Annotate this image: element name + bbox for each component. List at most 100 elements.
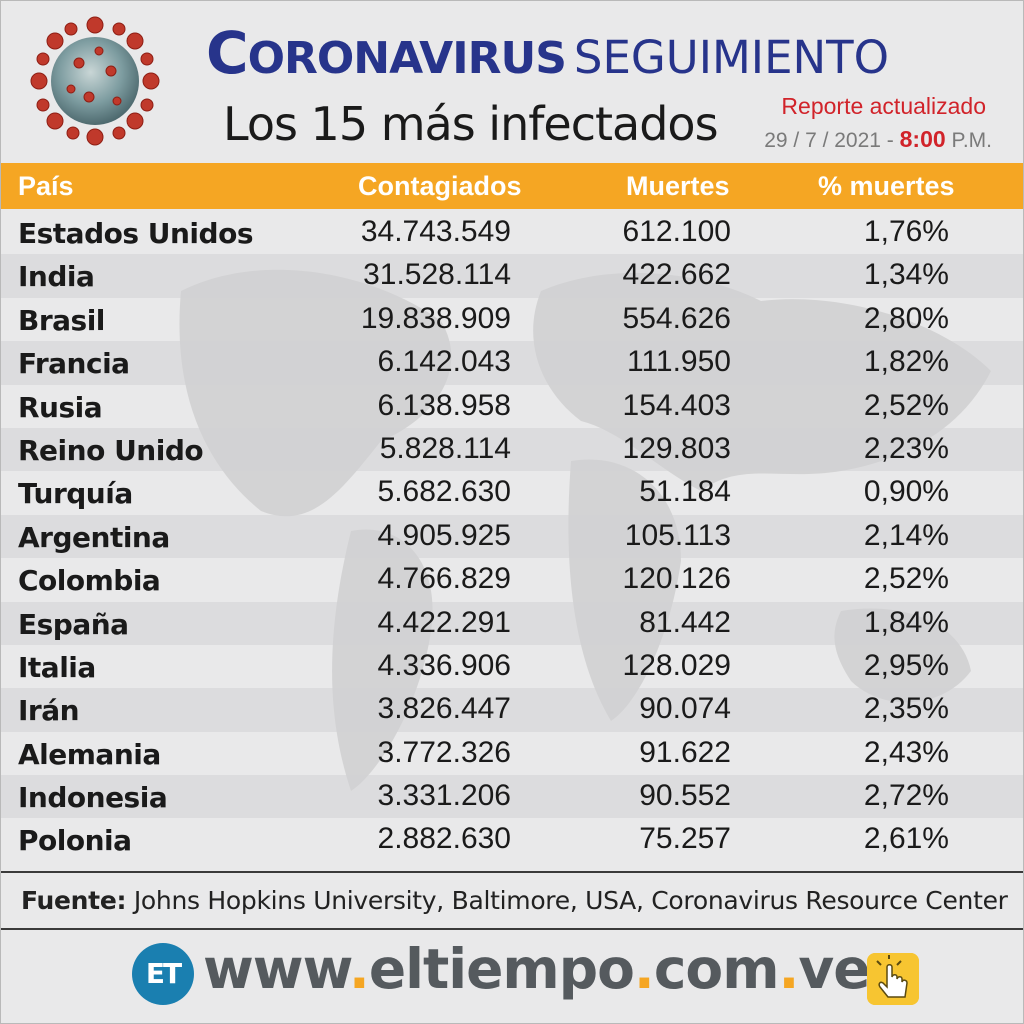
cell-infected: 19.838.909	[360, 301, 511, 335]
url-part: ve	[798, 937, 870, 1001]
cell-death-rate: 2,52%	[863, 388, 949, 422]
cell-deaths: 90.074	[639, 692, 731, 726]
table-row: Italia 4.336.906 128.029 2,95%	[1, 645, 1023, 688]
cell-country: Brasil	[18, 303, 105, 337]
divider	[1, 928, 1023, 930]
table-row: Alemania 3.772.326 91.622 2,43%	[1, 732, 1023, 775]
cell-infected: 4.766.829	[377, 562, 511, 596]
cell-death-rate: 0,90%	[863, 475, 949, 509]
url-dot: .	[633, 937, 655, 1001]
source-line: Fuente: Johns Hopkins University, Baltim…	[21, 886, 1008, 915]
url-part: com	[653, 937, 780, 1001]
url-part: www	[203, 937, 350, 1001]
table-row: Irán 3.826.447 90.074 2,35%	[1, 688, 1023, 732]
cell-infected: 5.828.114	[379, 431, 511, 465]
cell-country: Italia	[18, 650, 96, 684]
cell-deaths: 129.803	[622, 431, 731, 465]
table-row: Rusia 6.138.958 154.403 2,52%	[1, 385, 1023, 428]
cell-death-rate: 2,14%	[863, 518, 949, 552]
url-dot: .	[348, 937, 370, 1001]
table-row: Reino Unido 5.828.114 129.803 2,23%	[1, 427, 1023, 472]
cell-country: Francia	[18, 347, 130, 381]
cell-infected: 4.422.291	[377, 605, 511, 639]
url-part: eltiempo	[368, 937, 635, 1001]
cell-country: Alemania	[18, 737, 161, 771]
table-header: País Contagiados Muertes % muertes	[1, 163, 1023, 209]
cell-deaths: 81.442	[639, 605, 731, 639]
cell-deaths: 91.622	[639, 735, 731, 769]
et-logo: ET	[132, 943, 194, 1005]
cell-infected: 4.905.925	[377, 518, 511, 552]
table-row: Argentina 4.905.925 105.113 2,14%	[1, 514, 1023, 559]
cell-country: Turquía	[18, 477, 133, 511]
cell-death-rate: 2,35%	[863, 692, 949, 726]
cell-deaths: 154.403	[622, 388, 731, 422]
table-row: Polonia 2.882.630 75.257 2,61%	[1, 818, 1023, 861]
cell-country: Argentina	[18, 520, 170, 554]
cell-death-rate: 2,23%	[863, 431, 949, 465]
cell-infected: 31.528.114	[363, 258, 511, 292]
cell-infected: 4.336.906	[377, 648, 511, 682]
table-row: Indonesia 3.331.206 90.552 2,72%	[1, 775, 1023, 819]
table-row: España 4.422.291 81.442 1,84%	[1, 601, 1023, 645]
cell-infected: 6.138.958	[377, 388, 511, 422]
cell-infected: 5.682.630	[377, 475, 511, 509]
cell-deaths: 612.100	[622, 215, 731, 248]
cell-country: Rusia	[18, 390, 103, 424]
report-date: 29 / 7 / 2021 - 8:00 P.M.	[764, 126, 992, 153]
cell-infected: 3.331.206	[377, 779, 511, 813]
column-header-country: País	[18, 171, 74, 201]
cell-deaths: 422.662	[622, 258, 731, 292]
cell-country: Polonia	[18, 824, 132, 858]
column-header-infected: Contagiados	[358, 171, 522, 201]
coronavirus-illustration	[30, 16, 160, 146]
cell-infected: 34.743.549	[360, 215, 511, 248]
cell-deaths: 75.257	[639, 822, 731, 856]
table-row: Estados Unidos 34.743.549 612.100 1,76%	[1, 211, 1023, 254]
cell-death-rate: 2,61%	[863, 822, 949, 856]
cell-country: India	[18, 260, 95, 294]
source-text: Johns Hopkins University, Baltimore, USA…	[133, 886, 1008, 915]
cell-country: Irán	[18, 694, 80, 728]
cell-country: Estados Unidos	[18, 217, 253, 250]
cell-infected: 3.826.447	[377, 692, 511, 726]
title-light: SEGUIMIENTO	[573, 31, 890, 84]
cell-death-rate: 2,72%	[863, 779, 949, 813]
click-hand-icon	[867, 953, 919, 1005]
column-header-death-rate: % muertes	[818, 171, 955, 201]
url-dot: .	[778, 937, 800, 1001]
cell-infected: 6.142.043	[377, 345, 511, 379]
cell-death-rate: 1,82%	[863, 345, 949, 379]
table-row: Francia 6.142.043 111.950 1,82%	[1, 341, 1023, 385]
cell-deaths: 90.552	[639, 779, 731, 813]
report-time: 8:00	[899, 126, 946, 152]
cell-country: Indonesia	[18, 781, 168, 815]
cell-country: Reino Unido	[18, 433, 204, 467]
table-row: Colombia 4.766.829 120.126 2,52%	[1, 558, 1023, 601]
title-bold: CORONAVIRUS	[206, 19, 567, 87]
cell-deaths: 111.950	[627, 345, 731, 379]
column-header-deaths: Muertes	[626, 171, 730, 201]
cell-death-rate: 2,95%	[863, 648, 949, 682]
cell-deaths: 51.184	[639, 475, 731, 509]
table-row: Brasil 19.838.909 554.626 2,80%	[1, 298, 1023, 341]
cell-deaths: 120.126	[622, 562, 731, 596]
table-row: Turquía 5.682.630 51.184 0,90%	[1, 471, 1023, 514]
cell-death-rate: 1,84%	[863, 605, 949, 639]
cell-death-rate: 2,52%	[863, 562, 949, 596]
table-body: Estados Unidos 34.743.549 612.100 1,76% Indi…	[1, 211, 1023, 862]
website-url[interactable]: www.eltiempo.com.ve	[203, 937, 871, 1001]
table-row: India 31.528.114 422.662 1,34%	[1, 254, 1023, 298]
cell-country: España	[18, 607, 129, 641]
source-label: Fuente:	[21, 886, 127, 915]
report-date-value: 29 / 7 / 2021 -	[764, 129, 894, 152]
cell-deaths: 554.626	[622, 301, 731, 335]
cell-deaths: 128.029	[622, 648, 731, 682]
divider	[1, 871, 1023, 873]
cell-infected: 2.882.630	[377, 822, 511, 856]
report-label: Reporte actualizado	[781, 93, 986, 119]
cell-death-rate: 1,76%	[863, 215, 949, 248]
cell-deaths: 105.113	[624, 518, 731, 552]
cell-death-rate: 2,80%	[863, 301, 949, 335]
